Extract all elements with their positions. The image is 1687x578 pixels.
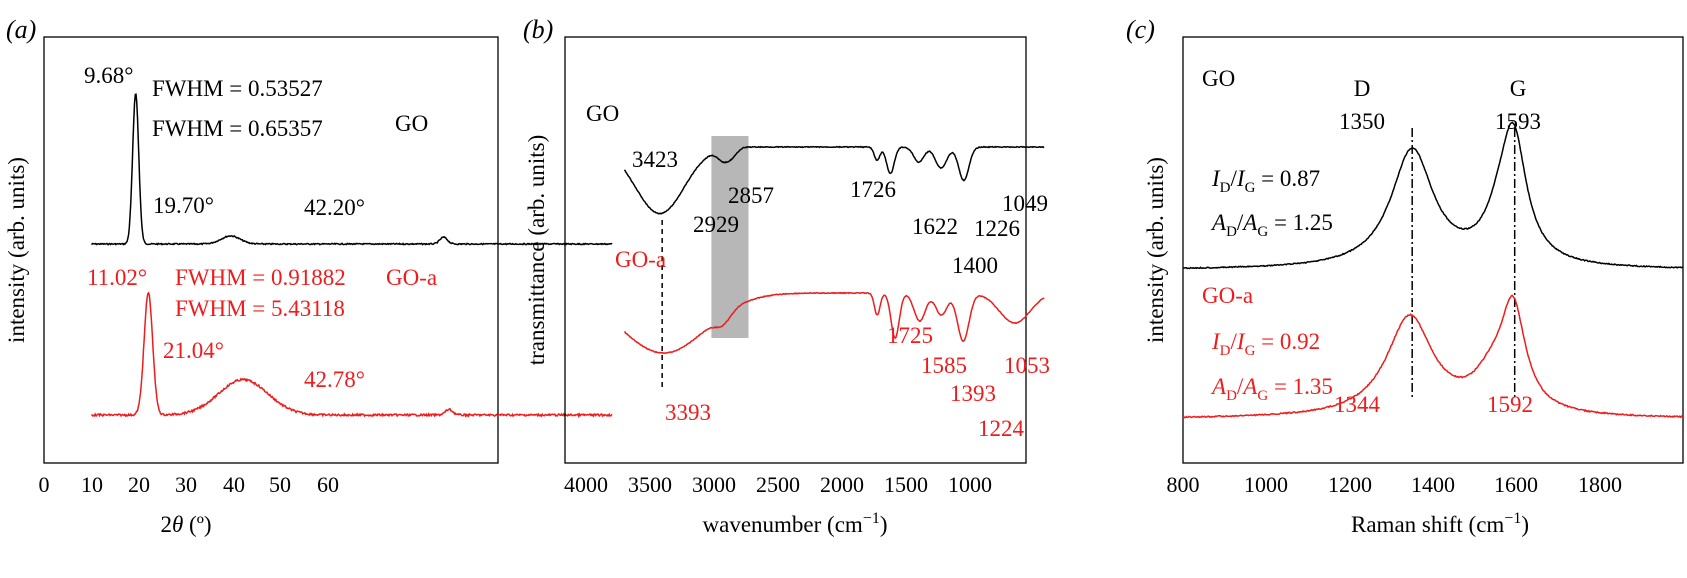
panel-b: (b) 4000 3500 3000 2500 2000 1500 1000 w… [523, 15, 1050, 537]
b-go-1226: 1226 [974, 216, 1020, 241]
a-goa-peak3: 42.78° [304, 367, 365, 392]
panel-a-xtick: 30 [175, 472, 197, 497]
panel-b-xtick: 3000 [692, 472, 736, 497]
panel-b-xtick: 4000 [564, 472, 608, 497]
a-goa-peak2: 21.04° [163, 338, 224, 363]
a-goa-label: GO-a [386, 265, 437, 290]
panel-a-xtick: 20 [128, 472, 150, 497]
panel-b-xtick: 1500 [884, 472, 928, 497]
c-goa-ratio-a: AD/AG = 1.35 [1210, 374, 1333, 404]
a-go-peak3: 42.20° [304, 195, 365, 220]
panel-b-highlight-band [711, 136, 749, 338]
panel-c-label: (c) [1126, 15, 1155, 44]
b-goa-1585: 1585 [921, 353, 967, 378]
panel-a: (a) 0 10 20 30 40 50 60 2θ (º) intensity… [4, 15, 613, 537]
b-goa-3393: 3393 [665, 400, 711, 425]
b-go-1400: 1400 [952, 253, 998, 278]
panel-c-goa-curve [1182, 294, 1684, 419]
panel-a-goa-curve [91, 291, 613, 419]
b-go-3423: 3423 [632, 147, 678, 172]
c-g-label: G [1510, 76, 1527, 101]
b-go-label: GO [586, 101, 619, 126]
a-go-fwhm2: FWHM = 0.65357 [152, 116, 323, 141]
panel-b-xtick: 3500 [628, 472, 672, 497]
panel-c-frame [1182, 36, 1684, 464]
panel-b-xtick: 2000 [820, 472, 864, 497]
panel-a-xtick: 0 [39, 472, 50, 497]
a-goa-fwhm2: FWHM = 5.43118 [175, 296, 345, 321]
panel-c-ylabel: intensity (arb. units) [1143, 157, 1168, 343]
b-goa-1053: 1053 [1004, 353, 1050, 378]
a-go-label: GO [395, 111, 428, 136]
panel-a-go-curve [91, 93, 613, 246]
panel-a-frame [43, 36, 499, 464]
panel-a-xtick: 40 [223, 472, 245, 497]
a-goa-fwhm1: FWHM = 0.91882 [175, 265, 346, 290]
c-go-ratio-i: ID/IG = 0.87 [1211, 166, 1320, 196]
panel-b-xlabel: wavenumber (cm−1) [703, 510, 888, 537]
c-go-label: GO [1202, 66, 1235, 91]
b-go-1049: 1049 [1002, 191, 1048, 216]
c-d-label: D [1354, 76, 1371, 101]
b-goa-label: GO-a [615, 247, 666, 272]
b-goa-1393: 1393 [950, 381, 996, 406]
panel-c-xlabel: Raman shift (cm−1) [1351, 510, 1529, 537]
panel-a-xtick: 50 [269, 472, 291, 497]
a-go-peak1: 9.68° [84, 63, 133, 88]
panel-b-ylabel: transmittance (arb. units) [524, 135, 549, 366]
c-goa-d-pos: 1344 [1334, 392, 1381, 417]
panel-c-xtick: 1600 [1494, 472, 1538, 497]
panel-c-xtick: 800 [1167, 472, 1200, 497]
panel-c-xtick: 1400 [1411, 472, 1455, 497]
panel-c-x-ticks: 800 1000 1200 1400 1600 1800 [1167, 472, 1623, 497]
b-goa-1725: 1725 [887, 323, 933, 348]
panel-b-label: (b) [523, 15, 553, 44]
panel-a-ylabel: intensity (arb. units) [4, 157, 29, 343]
b-go-1622: 1622 [912, 214, 958, 239]
panel-c-xtick: 1800 [1578, 472, 1622, 497]
panel-a-x-ticks: 0 10 20 30 40 50 60 [39, 472, 340, 497]
c-goa-ratio-i: ID/IG = 0.92 [1211, 329, 1320, 359]
c-d-pos: 1350 [1339, 109, 1385, 134]
panel-c-xtick: 1200 [1328, 472, 1372, 497]
panel-a-xtick: 60 [317, 472, 339, 497]
panel-a-xtick: 10 [81, 472, 103, 497]
c-g-pos: 1593 [1495, 109, 1541, 134]
panel-b-goa-curve [624, 291, 1045, 355]
c-goa-g-pos: 1592 [1487, 392, 1533, 417]
panel-b-xtick: 2500 [756, 472, 800, 497]
panel-c-xtick: 1000 [1244, 472, 1288, 497]
b-go-1726: 1726 [850, 177, 896, 202]
panel-c: (c) 800 1000 1200 1400 1600 1800 Raman s… [1126, 15, 1684, 537]
panel-a-xlabel: 2θ (º) [160, 512, 211, 537]
panel-b-go-curve [623, 145, 1045, 215]
a-go-peak2: 19.70° [153, 193, 214, 218]
a-go-fwhm1: FWHM = 0.53527 [152, 76, 323, 101]
a-goa-peak1: 11.02° [87, 265, 147, 290]
b-go-2929: 2929 [693, 212, 739, 237]
panel-c-go-curve [1182, 121, 1684, 270]
c-goa-label: GO-a [1202, 283, 1253, 308]
panel-a-label: (a) [6, 15, 36, 44]
panel-b-xtick: 1000 [948, 472, 992, 497]
b-goa-1224: 1224 [978, 416, 1025, 441]
b-go-2857: 2857 [728, 183, 774, 208]
panel-b-x-ticks: 4000 3500 3000 2500 2000 1500 1000 [564, 472, 992, 497]
c-go-ratio-a: AD/AG = 1.25 [1210, 210, 1333, 240]
panel-b-frame [564, 36, 1027, 464]
